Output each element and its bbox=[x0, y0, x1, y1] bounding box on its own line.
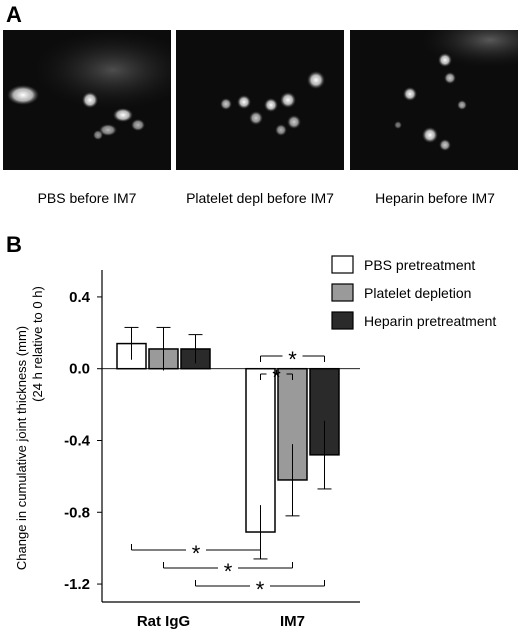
y-tick-label: -1.2 bbox=[64, 576, 90, 593]
caption-pbs: PBS before IM7 bbox=[37, 190, 137, 206]
y-axis-label-2: (24 h relative to 0 h) bbox=[30, 286, 45, 402]
x-category-label: Rat IgG bbox=[137, 613, 190, 630]
x-category-label: IM7 bbox=[280, 613, 305, 630]
bar-im7-0 bbox=[245, 367, 276, 533]
y-tick-label: -0.8 bbox=[64, 504, 90, 521]
legend-label: Platelet depletion bbox=[364, 285, 471, 301]
micrograph-platelet-depl bbox=[176, 30, 344, 170]
y-axis-label: Change in cumulative joint thickness (mm… bbox=[14, 326, 29, 570]
caption-heparin: Heparin before IM7 bbox=[375, 190, 495, 206]
bar-chart: 0.4 0.0 -0.4 -0.8 -1.2 Change in cumulative j… bbox=[14, 255, 496, 630]
sig-igg-vs-im7-platelet-star: * bbox=[224, 559, 233, 584]
panel-b-label: B bbox=[6, 232, 22, 257]
micrograph-pbs bbox=[3, 30, 171, 170]
legend-swatch bbox=[331, 283, 354, 302]
panel-a-label: A bbox=[6, 2, 22, 27]
legend-swatch bbox=[331, 255, 354, 274]
legend-label: Heparin pretreatment bbox=[364, 313, 496, 329]
y-tick-label: -0.4 bbox=[64, 432, 91, 449]
sig-igg-vs-im7-heparin-star: * bbox=[256, 577, 265, 602]
y-tick-label: 0.0 bbox=[69, 361, 90, 378]
y-tick-label: 0.4 bbox=[69, 289, 91, 306]
sig-igg-vs-im7-pbs-star: * bbox=[192, 541, 201, 566]
sig-pbs-vs-heparin-star: * bbox=[288, 347, 297, 372]
legend-swatch bbox=[331, 311, 354, 330]
caption-platelet-depl: Platelet depl before IM7 bbox=[186, 190, 334, 206]
micrograph-heparin bbox=[350, 30, 518, 170]
sig-pbs-vs-platelet-star: * bbox=[272, 365, 281, 390]
legend-label: PBS pretreatment bbox=[364, 257, 475, 273]
